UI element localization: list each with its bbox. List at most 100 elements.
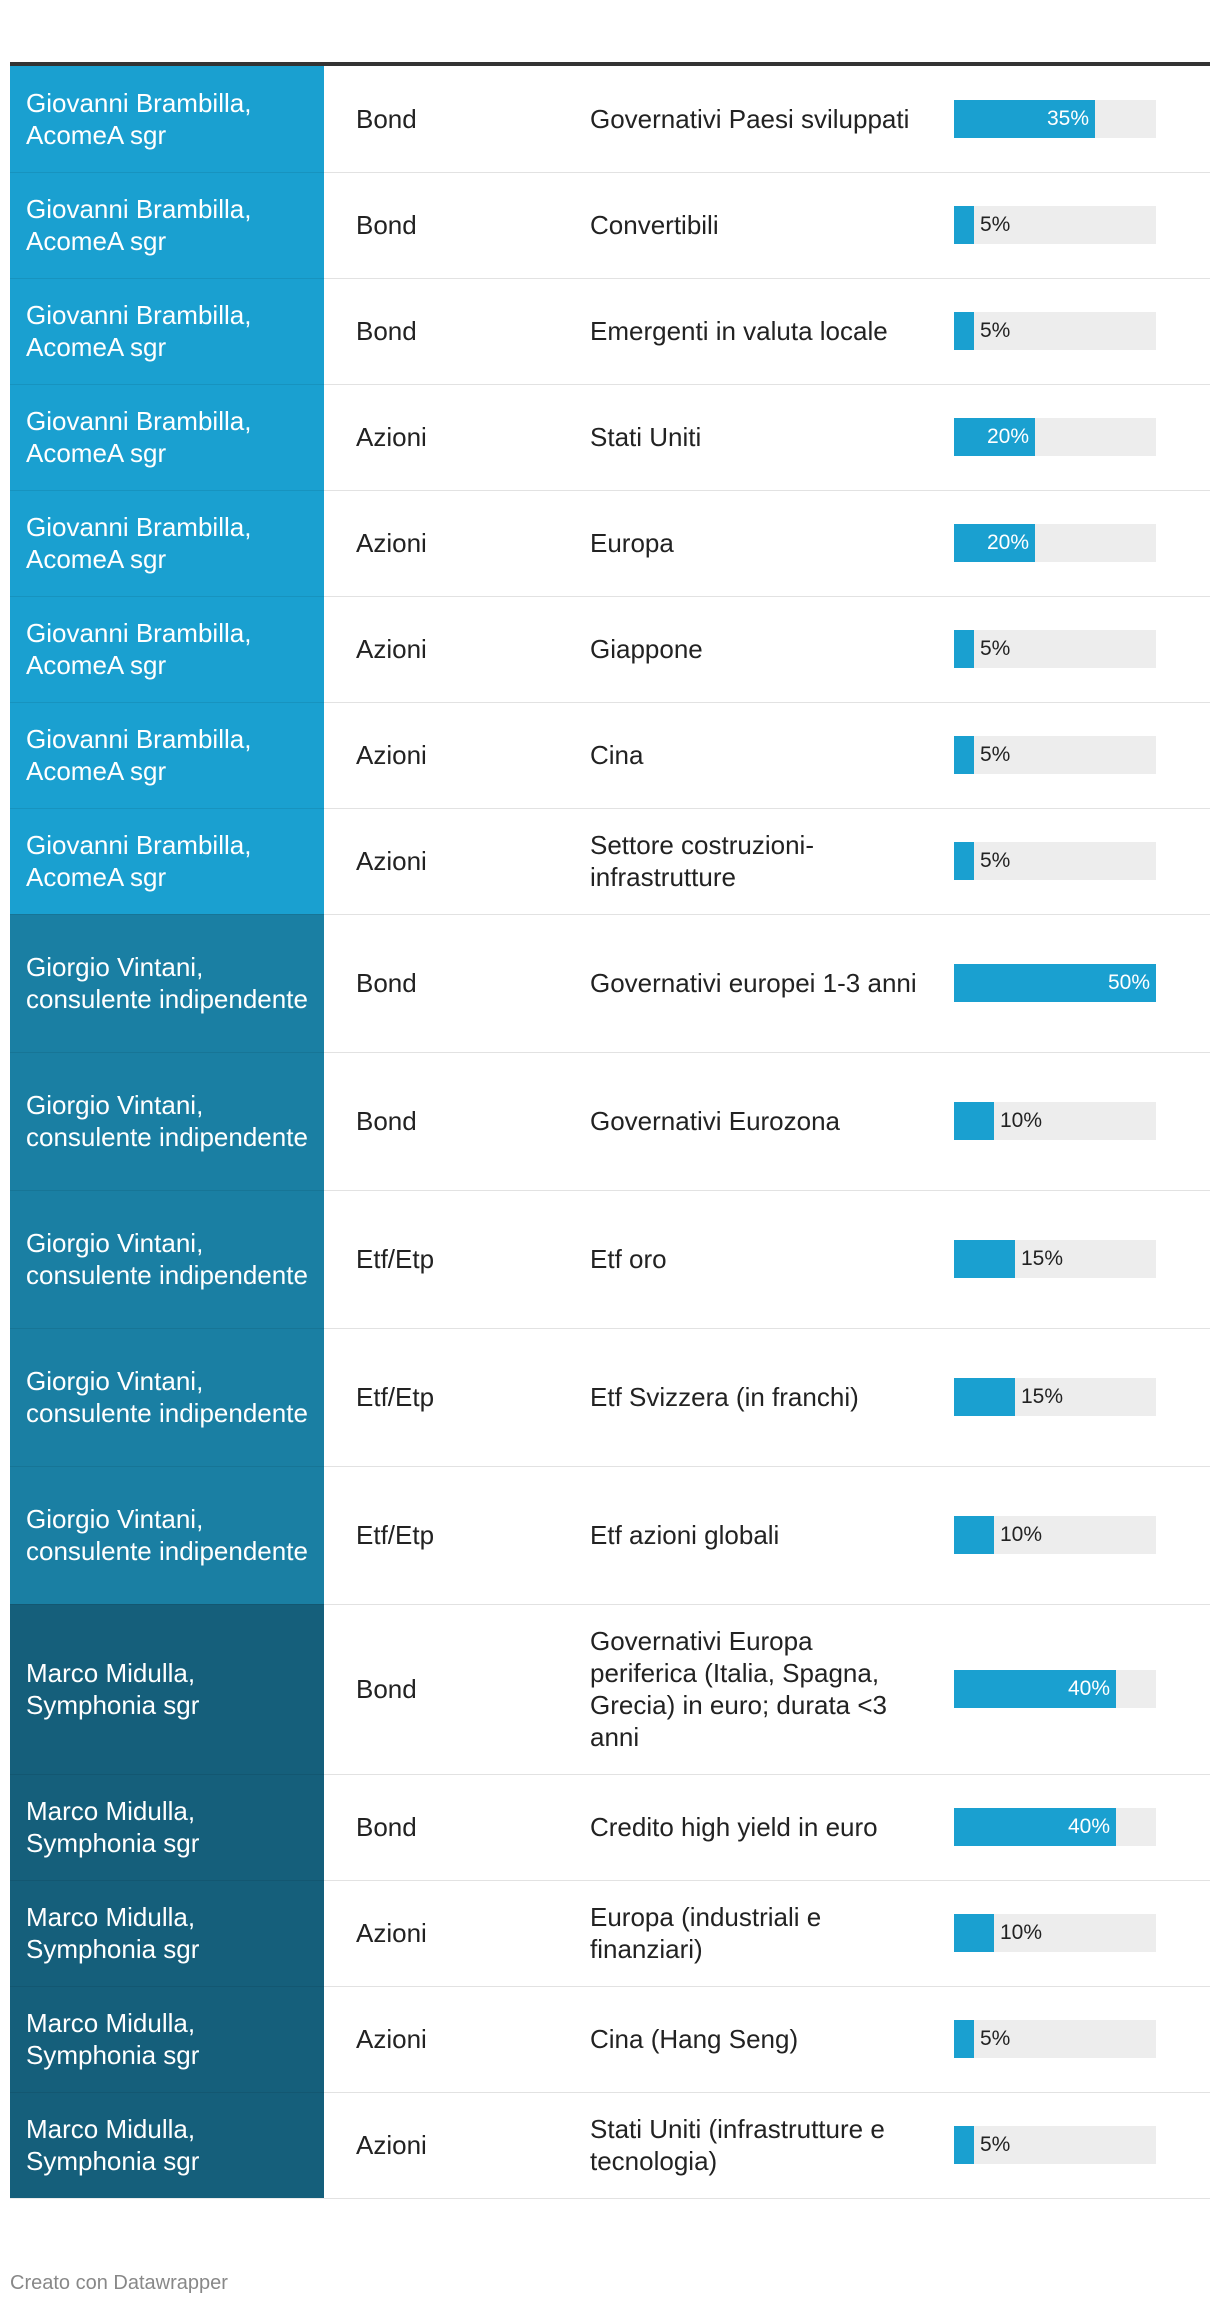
bar-track: 5% bbox=[954, 736, 1156, 774]
type-cell: Azioni bbox=[356, 740, 427, 770]
sector-cell: Etf azioni globali bbox=[590, 1520, 780, 1550]
type-cell: Azioni bbox=[356, 422, 427, 452]
bar-track: 5% bbox=[954, 206, 1156, 244]
bar-value-label: 5% bbox=[980, 637, 1011, 660]
bar-track: 5% bbox=[954, 630, 1156, 668]
bar-value-label: 10% bbox=[1000, 1921, 1043, 1944]
type-cell: Etf/Etp bbox=[356, 1382, 435, 1412]
bar-fill bbox=[954, 842, 974, 880]
bar-value-label: 5% bbox=[980, 2027, 1011, 2050]
bar-track: 10% bbox=[954, 1102, 1156, 1140]
type-cell: Bond bbox=[356, 968, 417, 998]
sector-cell: Governativi Europa periferica (Italia, S… bbox=[590, 1626, 887, 1752]
table-row: Giorgio Vintani, consulente indipendente… bbox=[10, 1466, 1210, 1605]
share-cell: 5% bbox=[954, 1986, 1210, 2092]
table-row: Giorgio Vintani, consulente indipendente… bbox=[10, 1052, 1210, 1191]
sector-cell: Cina bbox=[590, 740, 644, 770]
type-cell: Azioni bbox=[356, 528, 427, 558]
sector-cell: Etf Svizzera (in franchi) bbox=[590, 1382, 859, 1412]
manager-cell: Marco Midulla, Symphonia sgr bbox=[10, 1604, 324, 1775]
share-cell: 20% bbox=[954, 490, 1210, 596]
table-row: Giovanni Brambilla, AcomeA sgr Bond Govern… bbox=[10, 66, 1210, 173]
bar-value-label: 35% bbox=[1046, 106, 1089, 130]
share-cell: 5% bbox=[954, 808, 1210, 914]
sector-cell: Stati Uniti bbox=[590, 422, 702, 452]
bar-track: 10% bbox=[954, 1914, 1156, 1952]
manager-cell: Marco Midulla, Symphonia sgr bbox=[10, 2092, 324, 2199]
table-row: Marco Midulla, Symphonia sgr Azioni Europa… bbox=[10, 1880, 1210, 1987]
sector-cell: Emergenti in valuta locale bbox=[590, 316, 888, 346]
bar-value-label: 15% bbox=[1021, 1247, 1064, 1270]
type-cell: Etf/Etp bbox=[356, 1520, 435, 1550]
sector-cell: Europa (industriali e finanziari) bbox=[590, 1902, 822, 1964]
bar-fill bbox=[954, 418, 1035, 456]
share-cell: 15% bbox=[954, 1190, 1210, 1328]
share-cell: 5% bbox=[954, 702, 1210, 808]
table-row: Giovanni Brambilla, AcomeA sgr Azioni Sett… bbox=[10, 808, 1210, 915]
bar-track: 5% bbox=[954, 2126, 1156, 2164]
bar-value-label: 20% bbox=[986, 425, 1029, 448]
manager-cell: Giorgio Vintani, consulente indipendente bbox=[10, 1190, 324, 1329]
bar-fill bbox=[954, 2020, 974, 2058]
manager-cell: Giovanni Brambilla, AcomeA sgr bbox=[10, 278, 324, 385]
bar-value-label: 10% bbox=[1000, 1109, 1043, 1132]
type-cell: Azioni bbox=[356, 1918, 427, 1948]
bar-track: 5% bbox=[954, 2020, 1156, 2058]
bar-fill bbox=[954, 736, 974, 774]
table-row: Giovanni Brambilla, AcomeA sgr Azioni Euro… bbox=[10, 490, 1210, 597]
bar-track: 15% bbox=[954, 1240, 1156, 1278]
bar-value-label: 10% bbox=[1000, 1523, 1043, 1546]
manager-cell: Giovanni Brambilla, AcomeA sgr bbox=[10, 702, 324, 809]
bar-fill bbox=[954, 206, 974, 244]
sector-cell: Cina (Hang Seng) bbox=[590, 2024, 799, 2054]
manager-cell: Giorgio Vintani, consulente indipendente bbox=[10, 1052, 324, 1191]
manager-cell: Giovanni Brambilla, AcomeA sgr bbox=[10, 384, 324, 491]
manager-cell: Giorgio Vintani, consulente indipendente bbox=[10, 1328, 324, 1467]
type-cell: Bond bbox=[356, 1812, 417, 1842]
table-row: Giovanni Brambilla, AcomeA sgr Azioni Cina… bbox=[10, 702, 1210, 809]
table-row: Giovanni Brambilla, AcomeA sgr Azioni Giap… bbox=[10, 596, 1210, 703]
share-cell: 5% bbox=[954, 2092, 1210, 2198]
allocation-table: Giovanni Brambilla, AcomeA sgr Bond Govern… bbox=[10, 66, 1210, 2199]
share-cell: 40% bbox=[954, 1774, 1210, 1880]
bar-value-label: 40% bbox=[1067, 1815, 1110, 1838]
type-cell: Bond bbox=[356, 103, 417, 134]
bar-fill bbox=[954, 1240, 1015, 1278]
table-row: Giorgio Vintani, consulente indipendente… bbox=[10, 1190, 1210, 1329]
sector-cell: Settore costruzioni-infrastrutture bbox=[590, 830, 814, 892]
type-cell: Azioni bbox=[356, 2024, 427, 2054]
share-cell: 40% bbox=[954, 1604, 1210, 1774]
sector-cell: Convertibili bbox=[590, 210, 719, 240]
datawrapper-credit[interactable]: Creato con Datawrapper bbox=[10, 2272, 228, 2294]
table-row: Giorgio Vintani, consulente indipendente… bbox=[10, 1328, 1210, 1467]
table-row: Giovanni Brambilla, AcomeA sgr Bond Emerge… bbox=[10, 278, 1210, 385]
bar-fill bbox=[954, 1670, 1116, 1708]
manager-cell: Giovanni Brambilla, AcomeA sgr bbox=[10, 596, 324, 703]
bar-value-label: 5% bbox=[980, 849, 1011, 872]
table-row: Marco Midulla, Symphonia sgr Azioni Stati … bbox=[10, 2092, 1210, 2199]
bar-fill bbox=[954, 630, 974, 668]
type-cell: Bond bbox=[356, 316, 417, 346]
bar-value-label: 50% bbox=[1107, 971, 1150, 994]
type-cell: Etf/Etp bbox=[356, 1244, 435, 1274]
bar-value-label: 15% bbox=[1021, 1385, 1064, 1408]
bar-value-label: 5% bbox=[980, 319, 1011, 342]
bar-track: 15% bbox=[954, 1378, 1156, 1416]
bar-track: 5% bbox=[954, 312, 1156, 350]
manager-cell: Marco Midulla, Symphonia sgr bbox=[10, 1986, 324, 2093]
share-cell: 5% bbox=[954, 172, 1210, 278]
bar-value-label: 5% bbox=[980, 213, 1011, 236]
share-cell: 10% bbox=[954, 1052, 1210, 1190]
bar-fill bbox=[954, 2126, 974, 2164]
bar-fill bbox=[954, 1378, 1015, 1416]
bar-fill bbox=[954, 1516, 994, 1554]
allocation-table-wrapper: Giovanni Brambilla, AcomeA sgr Bond Govern… bbox=[10, 62, 1210, 2199]
type-cell: Bond bbox=[356, 1674, 417, 1704]
type-cell: Bond bbox=[356, 1106, 417, 1136]
table-row: Marco Midulla, Symphonia sgr Bond Credito … bbox=[10, 1774, 1210, 1881]
manager-cell: Giovanni Brambilla, AcomeA sgr bbox=[10, 490, 324, 597]
bar-value-label: 5% bbox=[980, 743, 1011, 766]
bar-fill bbox=[954, 964, 1156, 1002]
manager-cell: Giovanni Brambilla, AcomeA sgr bbox=[10, 172, 324, 279]
manager-cell: Giovanni Brambilla, AcomeA sgr bbox=[10, 66, 324, 173]
